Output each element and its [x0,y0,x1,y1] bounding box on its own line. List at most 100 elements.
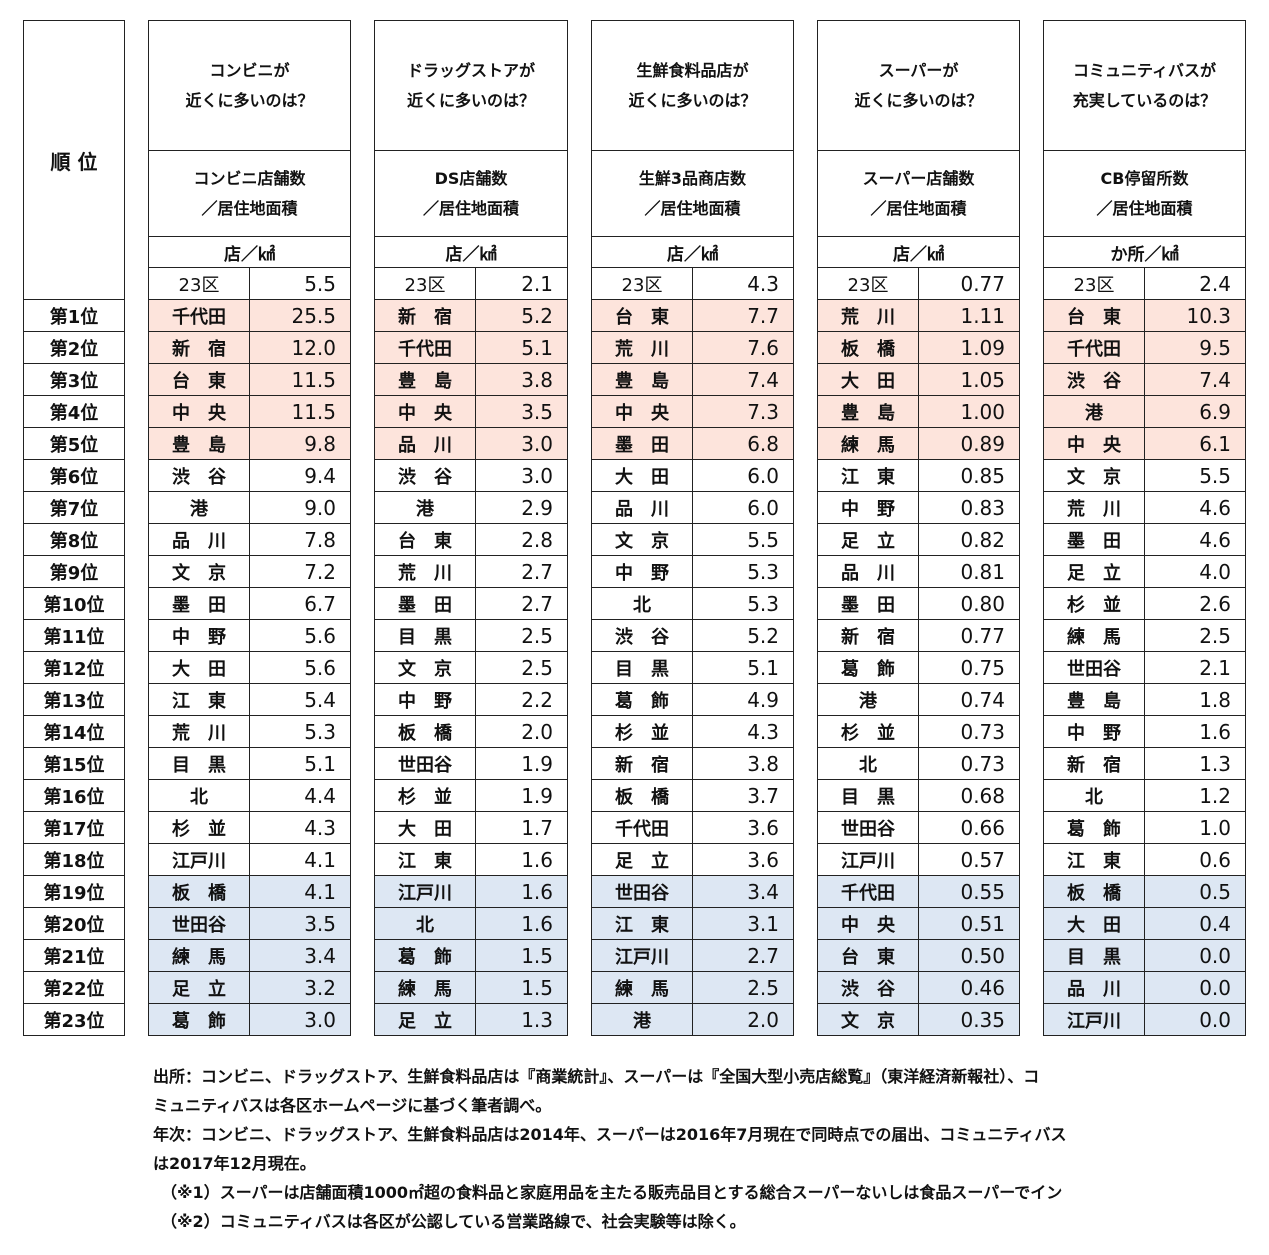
rank-cell: 第19位 [23,875,125,908]
ward-name: 江戸川 [817,843,919,876]
ward-value: 3.8 [475,363,568,396]
table-row: 足 立 3.6 [591,843,794,876]
ward-name: 大 田 [817,363,919,396]
question-line: 近くに多いのは？ [406,90,535,110]
table-row: 大 田 1.7 [374,811,568,844]
ranking-table-0: コンビニが 近くに多いのは？ コンビニ店舗数 ／居住地面積 店／㎢ 23区 5.5 千代田 25… [148,20,351,1036]
ward-value: 0.75 [918,651,1020,684]
ward-name: 新 宿 [374,299,476,332]
table-row: 豊 島 1.00 [817,395,1020,428]
note-line: （※2）コミュニティバスは各区が公認している営業路線で、社会実験等は除く。 [161,1212,746,1231]
ward-name: 北 [817,747,919,780]
ward-value: 4.1 [249,843,351,876]
rank-cell: 第22位 [23,971,125,1004]
question-line: コミュニティバスが [1072,60,1217,80]
ward-name: 墨 田 [374,587,476,620]
ward-value: 2.7 [475,587,568,620]
table-row: 足 立 3.2 [148,971,351,1004]
ward-name: 台 東 [591,299,693,332]
ward-name: 豊 島 [591,363,693,396]
metric-header: DS店舗数 ／居住地面積 [374,150,568,237]
ward-name: 杉 並 [591,715,693,748]
ward-name: 江 東 [1043,843,1145,876]
table-row: 杉 並 1.9 [374,779,568,812]
table-row: 板 橋 3.7 [591,779,794,812]
table-row: 世田谷 3.5 [148,907,351,940]
ward-value: 0.0 [1144,1003,1246,1036]
table-row: 新 宿 12.0 [148,331,351,364]
question-header: 生鮮食料品店が 近くに多いのは？ [591,20,794,151]
ward-name: 板 橋 [148,875,250,908]
rank-column: 順 位第1位 第2位 第3位 第4位 第5位 第6位 第7位 第8位 第9位 第10位 第11位 第1… [23,20,125,1036]
table-row: 目 黒 5.1 [148,747,351,780]
ward-name: 渋 谷 [374,459,476,492]
ward-value: 2.5 [692,971,794,1004]
table-row: 千代田 9.5 [1043,331,1246,364]
table-row: 渋 谷 5.2 [591,619,794,652]
table-row: 江戸川 4.1 [148,843,351,876]
table-row: 品 川 6.0 [591,491,794,524]
ward-name: 北 [591,587,693,620]
ward-name: 葛 飾 [817,651,919,684]
table-row: 文 京 0.35 [817,1003,1020,1036]
ward-name: 新 宿 [817,619,919,652]
unit-label: 店／㎢ [591,236,794,268]
ward-value: 2.5 [1144,619,1246,652]
metric-header: CB停留所数 ／居住地面積 [1043,150,1246,237]
ward-value: 1.9 [475,779,568,812]
ward-value: 7.3 [692,395,794,428]
table-row: 品 川 3.0 [374,427,568,460]
question-line: 近くに多いのは？ [854,90,983,110]
ranking-table-2: 生鮮食料品店が 近くに多いのは？ 生鮮3品商店数 ／居住地面積 店／㎢ 23区 4.3 台 東… [591,20,794,1036]
ward-name: 新 宿 [1043,747,1145,780]
ward-value: 11.5 [249,395,351,428]
ward-value: 1.7 [475,811,568,844]
table-row: 大 田 6.0 [591,459,794,492]
ward-name: 豊 島 [148,427,250,460]
metric-line: コンビニ店舗数 [193,168,306,188]
table-row: 目 黒 0.0 [1043,939,1246,972]
ward-name: 足 立 [148,971,250,1004]
table-row: 中 央 7.3 [591,395,794,428]
table-row: 千代田 25.5 [148,299,351,332]
metric-line: ／居住地面積 [422,198,519,218]
ward-name: 品 川 [1043,971,1145,1004]
ward-value: 3.0 [249,1003,351,1036]
ward-name: 目 黒 [374,619,476,652]
ward-name: 中 央 [148,395,250,428]
ward-name: 品 川 [148,523,250,556]
ward-name: 目 黒 [591,651,693,684]
rank-cell: 第6位 [23,459,125,492]
ward-name: 豊 島 [1043,683,1145,716]
table-row: 足 立 4.0 [1043,555,1246,588]
average-value: 2.4 [1144,267,1246,300]
ward-name: 品 川 [817,555,919,588]
ward-value: 4.4 [249,779,351,812]
table-row: 荒 川 5.3 [148,715,351,748]
ward-name: 江戸川 [591,939,693,972]
unit-label: 店／㎢ [817,236,1020,268]
ward-name: 葛 飾 [1043,811,1145,844]
ward-value: 7.4 [692,363,794,396]
ward-name: 中 野 [591,555,693,588]
ward-name: 中 野 [817,491,919,524]
table-row: 北 1.6 [374,907,568,940]
table-row: 中 央 0.51 [817,907,1020,940]
rank-cell: 第18位 [23,843,125,876]
ward-value: 0.73 [918,747,1020,780]
ward-value: 1.6 [475,843,568,876]
ward-name: 荒 川 [817,299,919,332]
rank-cell: 第21位 [23,939,125,972]
ward-name: 北 [148,779,250,812]
ward-value: 0.66 [918,811,1020,844]
ward-name: 文 京 [817,1003,919,1036]
ward-value: 2.7 [475,555,568,588]
rank-cell: 第10位 [23,587,125,620]
table-row: 墨 田 0.80 [817,587,1020,620]
ward-value: 5.6 [249,651,351,684]
question-header: スーパーが 近くに多いのは？ [817,20,1020,151]
ward-name: 世田谷 [148,907,250,940]
table-row: 墨 田 6.7 [148,587,351,620]
metric-line: CB停留所数 [1100,168,1189,188]
ward-name: 杉 並 [1043,587,1145,620]
